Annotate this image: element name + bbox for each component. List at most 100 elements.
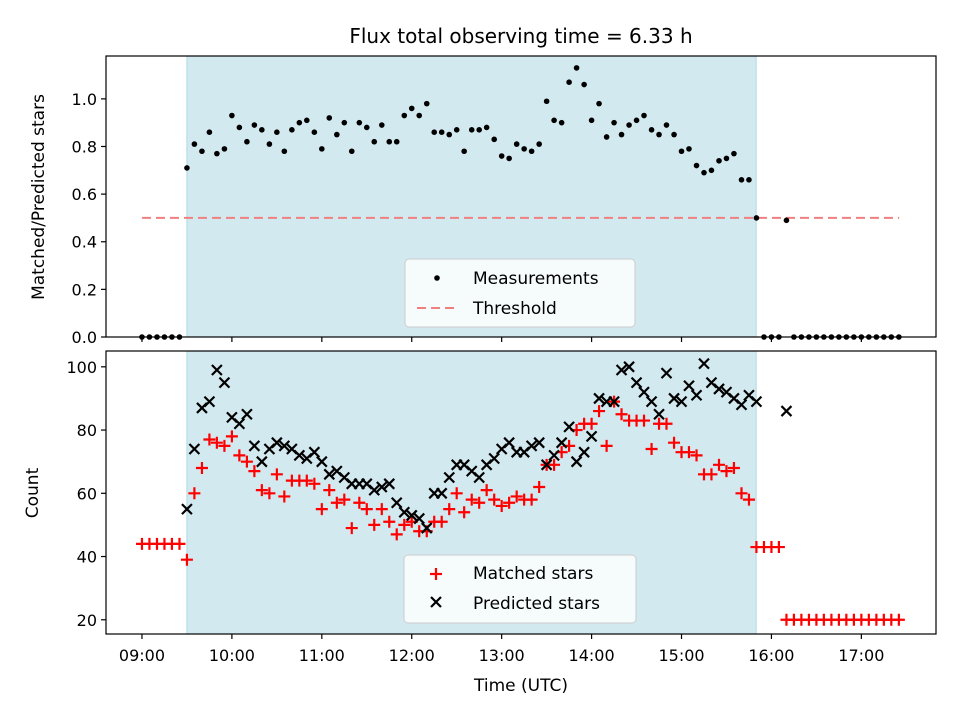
measurement-point <box>371 138 378 145</box>
measurement-point <box>341 119 348 126</box>
predicted-points <box>181 357 793 534</box>
measurement-point <box>483 124 490 131</box>
legend-predicted-marker <box>430 596 442 608</box>
predicted-point <box>593 392 605 405</box>
predicted-point <box>293 449 306 462</box>
predicted-point <box>750 395 763 408</box>
measurement-point <box>693 162 700 169</box>
matched-point <box>315 503 328 516</box>
measurement-point <box>641 112 647 119</box>
matched-point <box>375 503 388 516</box>
predicted-point <box>548 449 560 462</box>
legend-measurements-marker <box>434 275 440 281</box>
y-tick-label: 40 <box>77 548 97 567</box>
y-tick-label: 1.0 <box>72 90 97 109</box>
predicted-point <box>615 364 628 376</box>
matched-point <box>720 465 733 478</box>
measurement-point <box>319 146 325 152</box>
top-panel: 0.0 0.2 0.4 0.6 0.8 1.0 Matched/Predicted sta… <box>29 55 937 347</box>
measurement-point <box>356 119 363 126</box>
measurement-point <box>348 148 355 155</box>
x-tick-label: 15:00 <box>658 646 704 665</box>
x-tick-label: 16:00 <box>748 646 794 665</box>
predicted-point <box>405 509 418 522</box>
measurement-point <box>206 129 213 136</box>
measurement-point <box>618 131 625 138</box>
matched-point <box>338 493 351 506</box>
matched-point <box>360 503 373 516</box>
predicted-point <box>563 421 575 433</box>
matched-point <box>278 490 291 503</box>
measurement-point <box>596 100 602 107</box>
matched-point <box>533 480 546 493</box>
top-legend-box <box>404 258 636 328</box>
matched-point <box>210 436 223 449</box>
matched-point <box>270 468 283 481</box>
top-axes-frame <box>105 55 937 338</box>
predicted-point <box>376 481 388 493</box>
predicted-point <box>323 468 336 481</box>
matched-point <box>390 528 403 541</box>
x-tick-label: 17:00 <box>838 646 884 665</box>
measurement-point <box>199 148 205 155</box>
matched-point <box>638 414 651 427</box>
measurement-point <box>191 141 198 147</box>
predicted-point <box>690 389 703 402</box>
predicted-point <box>211 364 223 376</box>
x-axis-label: Time (UTC) <box>473 676 568 696</box>
measurement-point <box>251 122 258 128</box>
y-tick-label: 80 <box>77 421 97 440</box>
measurement-point <box>708 167 715 174</box>
measurement-point <box>731 150 737 157</box>
matched-point <box>255 484 268 497</box>
legend-measurements-label: Measurements <box>473 269 599 289</box>
measurement-point <box>244 138 250 145</box>
bottom-panel: 20 40 60 80 100 09:00 10:00 11:00 12:00 13:00 14:… <box>23 350 937 696</box>
measurement-point <box>453 127 460 133</box>
predicted-point <box>443 471 456 484</box>
predicted-point <box>668 392 680 405</box>
measurement-point <box>274 129 280 136</box>
x-tick-label: 11:00 <box>299 646 345 665</box>
matched-point <box>263 487 276 500</box>
predicted-point <box>218 376 231 389</box>
matched-point <box>892 613 905 626</box>
matched-point <box>690 449 703 462</box>
matched-point <box>727 461 740 474</box>
measurement-point <box>423 100 430 107</box>
predicted-point <box>383 478 396 490</box>
y-tick-label: 0.2 <box>72 280 97 299</box>
measurement-point <box>663 122 670 128</box>
y-tick-label: 0.8 <box>72 137 97 156</box>
predicted-point <box>675 395 688 408</box>
matched-point <box>473 496 486 509</box>
measurement-point <box>701 169 707 176</box>
measurement-point <box>498 153 505 159</box>
x-tick-label: 13:00 <box>479 646 525 665</box>
matched-point <box>458 506 471 519</box>
predicted-point <box>713 383 725 395</box>
matched-point <box>615 408 628 421</box>
matched-point <box>383 515 396 528</box>
matched-point <box>233 449 246 462</box>
measurement-point <box>626 122 632 128</box>
predicted-point <box>316 455 328 468</box>
matched-point <box>593 405 606 418</box>
measurement-point <box>461 148 467 155</box>
predicted-point <box>248 440 261 452</box>
measurement-point <box>738 177 745 183</box>
predicted-point <box>256 455 268 468</box>
measurement-point <box>296 119 303 126</box>
y-tick-label: 60 <box>77 484 97 503</box>
y-tick-label: 100 <box>66 358 97 377</box>
predicted-point <box>368 484 381 496</box>
matched-point <box>188 487 201 500</box>
y-tick-label: 0.6 <box>72 185 97 204</box>
predicted-point <box>735 398 748 411</box>
measurement-point <box>543 98 550 105</box>
measurement-point <box>506 155 512 162</box>
predicted-point <box>698 357 710 370</box>
matched-point <box>345 522 358 535</box>
legend-matched-label: Matched stars <box>473 564 593 584</box>
